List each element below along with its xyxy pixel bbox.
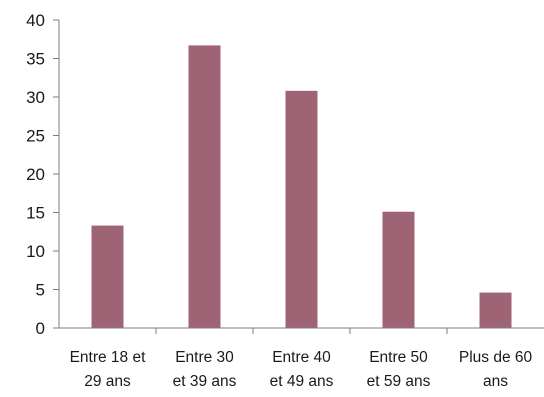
y-tick-label: 20: [26, 165, 45, 184]
bars-group: [91, 45, 512, 328]
bar-2: [188, 45, 221, 328]
y-tick-label: 35: [26, 50, 45, 69]
x-tick-label: Entre 40 et 49 ans: [270, 349, 334, 390]
x-tick-label: Entre 18 et 29 ans: [70, 349, 147, 390]
x-tick-label-line: Entre 40: [272, 349, 331, 366]
x-tick-label: Entre 50 et 59 ans: [367, 349, 431, 390]
x-tick-label-line: Entre 50: [369, 349, 428, 366]
y-tick-label: 40: [26, 11, 45, 30]
y-tick-label: 10: [26, 242, 45, 261]
y-tick-label: 25: [26, 127, 45, 146]
bar-3: [285, 90, 318, 328]
x-tick-label-line: et 59 ans: [367, 373, 431, 390]
x-tick-label: Entre 30 et 39 ans: [173, 349, 237, 390]
x-tick-label-line: Plus de 60: [459, 349, 533, 366]
x-tick-label-line: et 49 ans: [270, 373, 334, 390]
bar-4: [382, 211, 415, 328]
x-tick-label-line: et 39 ans: [173, 373, 237, 390]
y-tick-label: 15: [26, 204, 45, 223]
y-tick-label: 5: [36, 281, 45, 300]
y-tick-label: 0: [36, 319, 45, 338]
y-tick-label: 30: [26, 88, 45, 107]
bar-1: [91, 225, 124, 328]
x-tick-label-line: 29 ans: [84, 373, 131, 390]
x-tick-label-line: Entre 30: [175, 349, 234, 366]
bar-5: [479, 292, 512, 328]
x-tick-label: Plus de 60 ans: [459, 349, 533, 390]
y-axis: 0 5 10 15 20 25 30 35 40: [26, 11, 60, 338]
x-tick-label-line: ans: [483, 373, 508, 390]
x-tick-label-line: Entre 18 et: [70, 349, 147, 366]
